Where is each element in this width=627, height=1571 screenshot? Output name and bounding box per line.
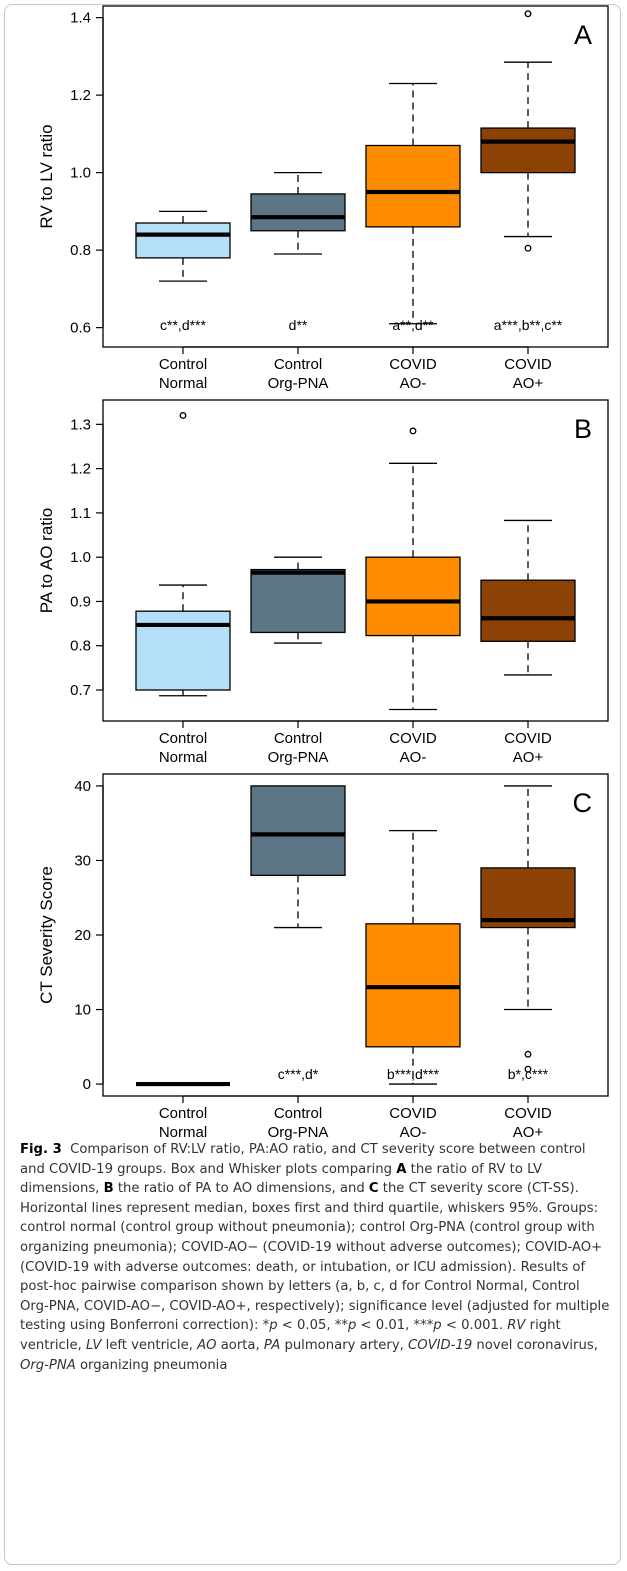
caption-title: Comparison of RV:LV ratio, PA:AO ratio, … <box>20 1142 586 1177</box>
box <box>480 127 576 174</box>
outlier-point <box>524 244 532 252</box>
x-tick-label: COVID <box>504 730 552 747</box>
y-tick-label: 0.8 <box>70 242 91 259</box>
caption-fig-label: Fig. 3 <box>20 1142 62 1157</box>
x-tick-label: COVID <box>389 356 437 373</box>
plot-frame-3 <box>102 773 609 1097</box>
x-tick-label: COVID <box>389 1105 437 1122</box>
y-axis-label: CT Severity Score <box>37 866 56 1004</box>
box <box>480 867 576 929</box>
significance-annotation: a***,b**,c** <box>494 317 563 333</box>
y-tick-label: 40 <box>74 778 91 795</box>
y-tick-label: 0.9 <box>70 593 91 610</box>
figure-charts: 0.6 0.8 1.0 1.2 1.4 RV to LV ratio A Control Nor… <box>37 5 609 1140</box>
x-tick-label: AO- <box>400 1124 427 1140</box>
panel-label: B <box>574 414 592 444</box>
box <box>365 144 461 228</box>
x-tick-label: AO+ <box>513 1124 544 1140</box>
outlier-point <box>524 1065 532 1073</box>
box <box>250 568 346 634</box>
box <box>135 222 231 259</box>
x-tick-label: COVID <box>504 356 552 373</box>
plot-frame-1 <box>102 5 609 348</box>
y-axis-label: PA to AO ratio <box>37 508 56 614</box>
y-tick-label: 1.0 <box>70 165 91 182</box>
significance-annotation: b*,c*** <box>508 1066 549 1082</box>
y-tick-label: 0 <box>83 1076 91 1093</box>
panel-label: C <box>573 788 593 818</box>
outlier-point <box>179 412 187 419</box>
x-tick-label: Normal <box>159 749 207 766</box>
y-tick-label: 1.1 <box>70 505 91 522</box>
figure-frame <box>4 4 621 1565</box>
x-tick-label: Org-PNA <box>268 375 329 392</box>
figure-caption: Fig. 3 Comparison of RV:LV ratio, PA:AO … <box>20 1142 610 1373</box>
x-tick-label: AO+ <box>513 749 544 766</box>
y-tick-label: 20 <box>74 927 91 944</box>
y-tick-label: 10 <box>74 1002 91 1019</box>
box <box>250 193 346 232</box>
y-tick-label: 1.2 <box>70 87 91 104</box>
panel-label: A <box>574 20 592 50</box>
x-tick-label: AO- <box>400 375 427 392</box>
x-tick-label: COVID <box>504 1105 552 1122</box>
x-tick-label: Org-PNA <box>268 749 329 766</box>
x-tick-label: Normal <box>159 1124 207 1140</box>
y-axis-label: RV to LV ratio <box>37 124 56 228</box>
x-tick-label: Control <box>159 730 207 747</box>
significance-annotation: b***,d*** <box>387 1066 440 1082</box>
y-tick-label: 30 <box>74 852 91 869</box>
x-tick-label: Control <box>159 1105 207 1122</box>
x-tick-label: Control <box>274 730 322 747</box>
y-tick-label: 0.7 <box>70 682 91 699</box>
x-tick-label: AO- <box>400 749 427 766</box>
y-tick-label: 1.4 <box>70 10 91 27</box>
x-tick-label: Normal <box>159 375 207 392</box>
x-tick-label: Control <box>274 1105 322 1122</box>
x-tick-label: Org-PNA <box>268 1124 329 1140</box>
x-tick-label: COVID <box>389 730 437 747</box>
x-tick-label: Control <box>274 356 322 373</box>
y-tick-label: 0.6 <box>70 320 91 337</box>
x-tick-label: Control <box>159 356 207 373</box>
box <box>480 579 576 642</box>
box <box>365 556 461 637</box>
outlier-point <box>524 10 532 18</box>
outlier-point <box>409 427 417 435</box>
significance-annotation: c**,d*** <box>160 317 206 333</box>
x-tick-label: AO+ <box>513 375 544 392</box>
y-tick-label: 1.3 <box>70 416 91 433</box>
y-tick-label: 1.0 <box>70 549 91 566</box>
box <box>250 785 346 877</box>
outlier-point <box>524 1050 532 1058</box>
y-tick-label: 0.8 <box>70 638 91 655</box>
significance-annotation: a**,d** <box>392 317 434 333</box>
significance-annotation: d** <box>289 317 308 333</box>
y-tick-label: 1.2 <box>70 461 91 478</box>
significance-annotation: c***,d* <box>278 1066 319 1082</box>
